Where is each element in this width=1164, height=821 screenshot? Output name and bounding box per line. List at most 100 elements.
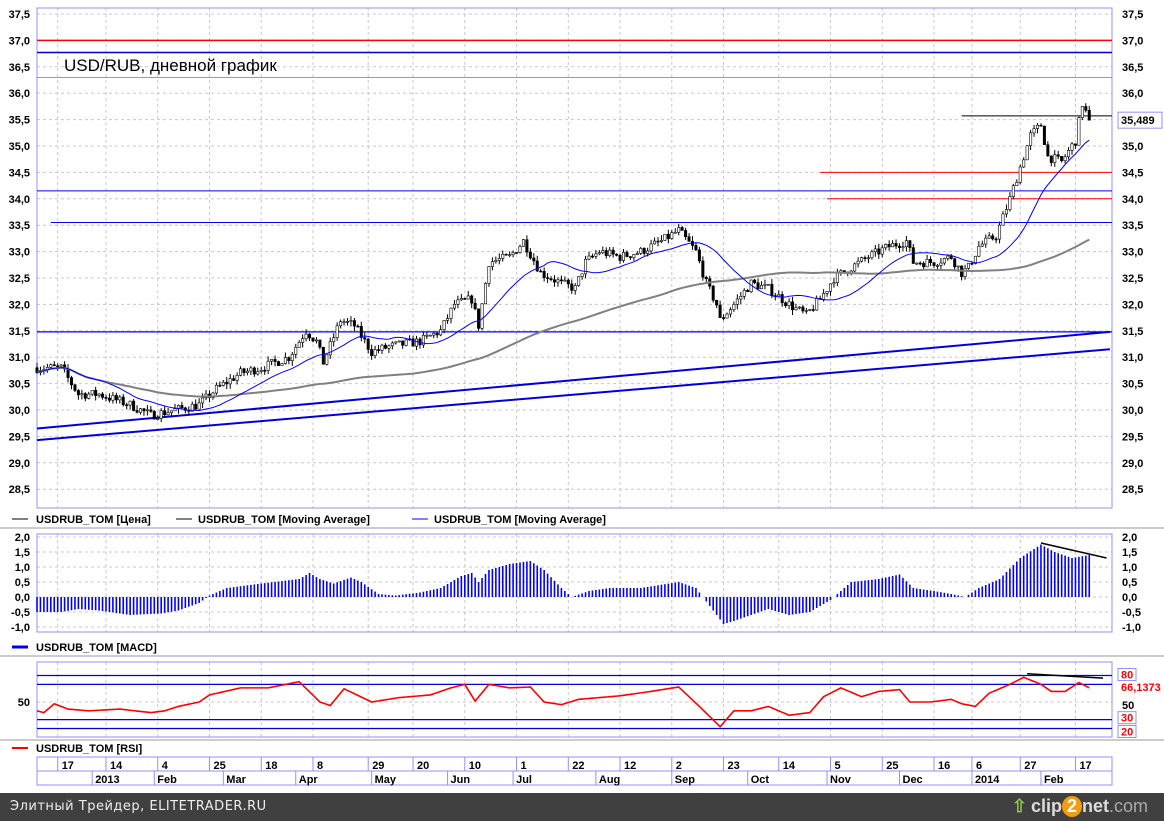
candle-body	[1049, 155, 1053, 163]
date-tick-label: 1	[521, 760, 527, 772]
candle-body	[711, 285, 715, 301]
date-tick-label: 29	[372, 760, 384, 772]
candle-body	[1022, 159, 1026, 168]
candle-body	[256, 371, 260, 375]
candle-body	[518, 246, 522, 253]
macd-tick-right: 2,0	[1122, 532, 1137, 544]
rsi-last-value: 66,1373	[1121, 682, 1161, 694]
date-tick-label: 22	[572, 760, 584, 772]
candle-body	[397, 340, 401, 343]
candle-body	[884, 244, 888, 249]
price-tick-left: 33,0	[9, 247, 30, 259]
candle-body	[528, 251, 532, 259]
candle-body	[466, 295, 470, 300]
candle-body	[556, 279, 560, 283]
price-tick-left: 34,5	[9, 167, 30, 179]
legend-ma-blue: USDRUB_TOM [Moving Average]	[434, 514, 606, 526]
candle-body	[1001, 213, 1005, 226]
candle-body	[911, 247, 915, 264]
candle-body	[263, 369, 267, 372]
candle-body	[594, 253, 598, 257]
candle-body	[684, 230, 688, 237]
moving-averages	[36, 139, 1090, 412]
candle-body	[501, 253, 505, 259]
price-tick-right: 30,5	[1122, 379, 1143, 391]
candle-body	[321, 346, 325, 365]
candle-body	[835, 271, 839, 283]
price-tick-right: 34,0	[1122, 194, 1143, 206]
candle-body	[439, 329, 443, 336]
macd-tick-left: 0,0	[15, 592, 30, 604]
candle-body	[345, 321, 349, 323]
candle-body	[132, 400, 136, 411]
candle-body	[304, 333, 308, 339]
date-tick-label: 12	[624, 760, 636, 772]
candle-body	[628, 256, 632, 258]
date-tick-label: 5	[835, 760, 841, 772]
candle-body	[980, 243, 984, 247]
candle-body	[425, 334, 429, 337]
candle-body	[842, 270, 846, 273]
candle-body	[504, 253, 508, 256]
candle-body	[891, 243, 895, 248]
candle-body	[1080, 106, 1084, 118]
price-tick-left: 37,5	[9, 9, 30, 21]
candle-body	[732, 304, 736, 310]
rsi-level-label: 30	[1121, 713, 1133, 725]
candle-body	[546, 277, 550, 279]
candle-body	[435, 332, 439, 336]
macd-tick-right: -0,5	[1122, 607, 1141, 619]
candle-body	[977, 245, 981, 257]
candle-body	[228, 378, 232, 385]
candle-body	[535, 260, 539, 272]
candle-body	[414, 338, 418, 347]
candle-body	[145, 409, 149, 412]
candle-body	[59, 364, 63, 367]
candle-body	[925, 258, 929, 268]
candle-body	[966, 262, 970, 269]
candle-body	[1056, 154, 1060, 157]
candle-body	[618, 255, 622, 261]
candle-body	[687, 236, 691, 242]
candle-body	[694, 245, 698, 251]
candle-body	[221, 381, 225, 386]
candle-body	[394, 341, 398, 344]
rsi-tick-left: 50	[18, 697, 30, 709]
candle-body	[808, 309, 812, 311]
date-tick-label: 16	[938, 760, 950, 772]
candle-body	[156, 418, 160, 420]
macd-tick-left: -0,5	[11, 607, 30, 619]
price-tick-right: 33,5	[1122, 220, 1143, 232]
candle-body	[832, 282, 836, 285]
candle-body	[922, 263, 926, 268]
candle-body	[780, 294, 784, 304]
candle-body	[784, 302, 788, 306]
date-tick-label: 14	[783, 760, 796, 772]
candle-body	[853, 263, 857, 272]
candle-body	[970, 262, 974, 265]
moving-average-line	[36, 139, 1090, 412]
candle-body	[442, 320, 446, 330]
candle-body	[308, 333, 312, 339]
price-tick-left: 37,0	[9, 35, 30, 47]
trendline	[36, 330, 1111, 430]
price-tick-right: 29,5	[1122, 431, 1143, 443]
candle-body	[1011, 185, 1015, 197]
level-lines	[36, 39, 1112, 442]
candle-body	[273, 359, 277, 362]
candle-body	[590, 255, 594, 258]
price-tick-right: 31,0	[1122, 352, 1143, 364]
candle-body	[677, 227, 681, 233]
candle-body	[584, 258, 588, 275]
rsi-panel-frame	[36, 661, 1113, 738]
chart-canvas: 37,5 37,5 37,0 37,0 36,5 36,5 36,0 36,0 35,5 35,0…	[0, 7, 1164, 786]
candle-body	[242, 368, 246, 373]
candle-body	[125, 404, 129, 407]
candle-body	[232, 378, 236, 381]
candle-body	[104, 397, 108, 399]
date-tick-label: 6	[976, 760, 982, 772]
candle-body	[794, 307, 798, 311]
price-tick-right: 33,0	[1122, 247, 1143, 259]
candle-body	[770, 283, 774, 296]
month-label: Apr	[299, 774, 319, 786]
